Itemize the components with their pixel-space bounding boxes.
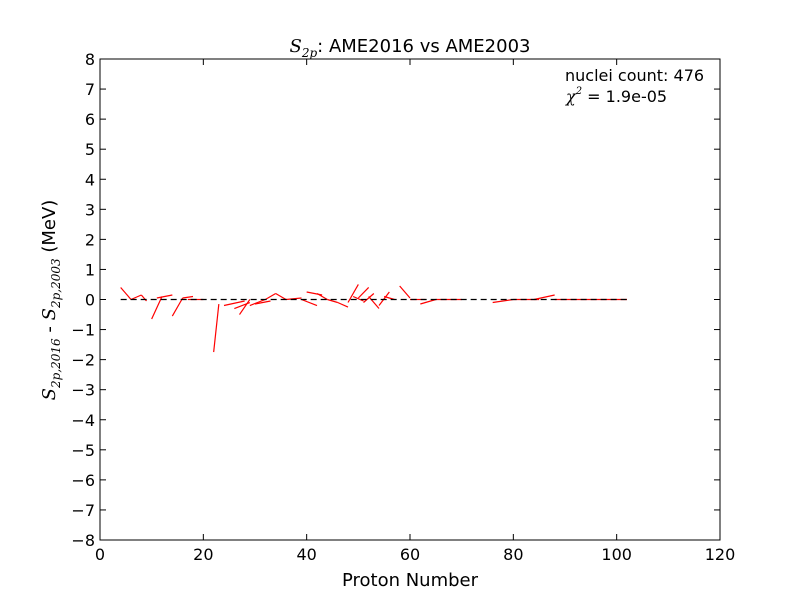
title-text: : AME2016 vs AME2003	[317, 36, 530, 57]
data-segment	[368, 296, 380, 309]
x-tick-label: 80	[503, 545, 523, 564]
ylabel-unit: (MeV)	[39, 200, 60, 259]
title-symbol: S	[290, 36, 302, 57]
y-tick-label: 5	[85, 140, 95, 159]
y-tick-label: 8	[85, 50, 95, 69]
chi-symbol: χ	[565, 87, 577, 106]
y-tick-label: 7	[85, 80, 95, 99]
data-segment	[265, 292, 276, 301]
ylabel-separator: -	[39, 320, 60, 338]
chi-sup: 2	[575, 86, 582, 97]
data-segment	[399, 285, 411, 299]
y-tick-label: 6	[85, 110, 95, 129]
ylabel-symbol-a: S	[39, 388, 60, 400]
data-segment	[337, 301, 349, 308]
y-tick-label: −8	[71, 531, 95, 550]
data-segment	[347, 284, 359, 303]
data-segment	[223, 300, 245, 307]
tick-layer: 0 20 40 60 80 100 120 −8 −7 −6 −5 −4 −3 −2 −1 0 1 2 3 4 5 6 7 8	[71, 50, 735, 564]
data-segment	[327, 298, 338, 304]
data-segment	[352, 295, 364, 302]
x-tick-label: 40	[296, 545, 316, 564]
ylabel-symbol-b-sub: 2p,2003	[49, 258, 63, 309]
y-tick-label: −2	[71, 351, 95, 370]
x-axis-title: Proton Number	[342, 570, 479, 591]
data-segment	[239, 299, 251, 315]
ylabel-symbol-a-sub: 2p,2016	[49, 338, 63, 389]
y-tick-label: 1	[85, 260, 95, 279]
data-segment	[533, 294, 555, 301]
data-segment	[151, 296, 163, 320]
data-segment	[357, 287, 370, 299]
x-tick-label: 120	[705, 545, 736, 564]
data-segment	[156, 294, 173, 299]
chart-title: S2p: AME2016 vs AME2003	[290, 36, 531, 60]
y-tick-label: −6	[71, 471, 95, 490]
plot-frame	[99, 58, 721, 541]
y-tick-label: −1	[71, 321, 95, 340]
y-tick-label: 2	[85, 230, 95, 249]
data-segment	[492, 298, 514, 304]
x-tick-label: 60	[400, 545, 420, 564]
y-axis-title: S2p,2016 - S2p,2003 (MeV)	[39, 200, 63, 401]
x-tick-label: 0	[95, 545, 105, 564]
data-segment	[301, 298, 318, 307]
title-symbol-sub: 2p	[301, 46, 318, 60]
data-segment	[120, 287, 132, 300]
data-segment	[182, 295, 194, 299]
annotation-chi2: χ2 = 1.9e-05	[565, 86, 667, 106]
data-segment	[130, 294, 142, 301]
data-segment	[254, 300, 271, 305]
ylabel-symbol-b: S	[39, 308, 60, 320]
y-tick-label: 3	[85, 200, 95, 219]
x-tick-label: 20	[193, 545, 213, 564]
data-segment	[363, 293, 375, 303]
data-segment	[378, 291, 390, 306]
y-tick-label: −4	[71, 411, 95, 430]
y-tick-label: −3	[71, 381, 95, 400]
data-segment	[171, 297, 184, 317]
y-tick-label: −7	[71, 501, 95, 520]
data-segment	[213, 303, 220, 353]
data-segment	[275, 292, 287, 301]
x-tick-label: 100	[601, 545, 632, 564]
chi-value: = 1.9e-05	[582, 87, 667, 106]
y-tick-label: 0	[85, 291, 95, 310]
data-segment	[249, 298, 266, 307]
annotation-count: nuclei count: 476	[565, 66, 704, 85]
data-segment	[285, 297, 302, 301]
data-segment	[316, 292, 328, 301]
data-segment	[420, 298, 437, 305]
y-tick-label: 4	[85, 170, 95, 189]
y-tick-label: −5	[71, 441, 95, 460]
